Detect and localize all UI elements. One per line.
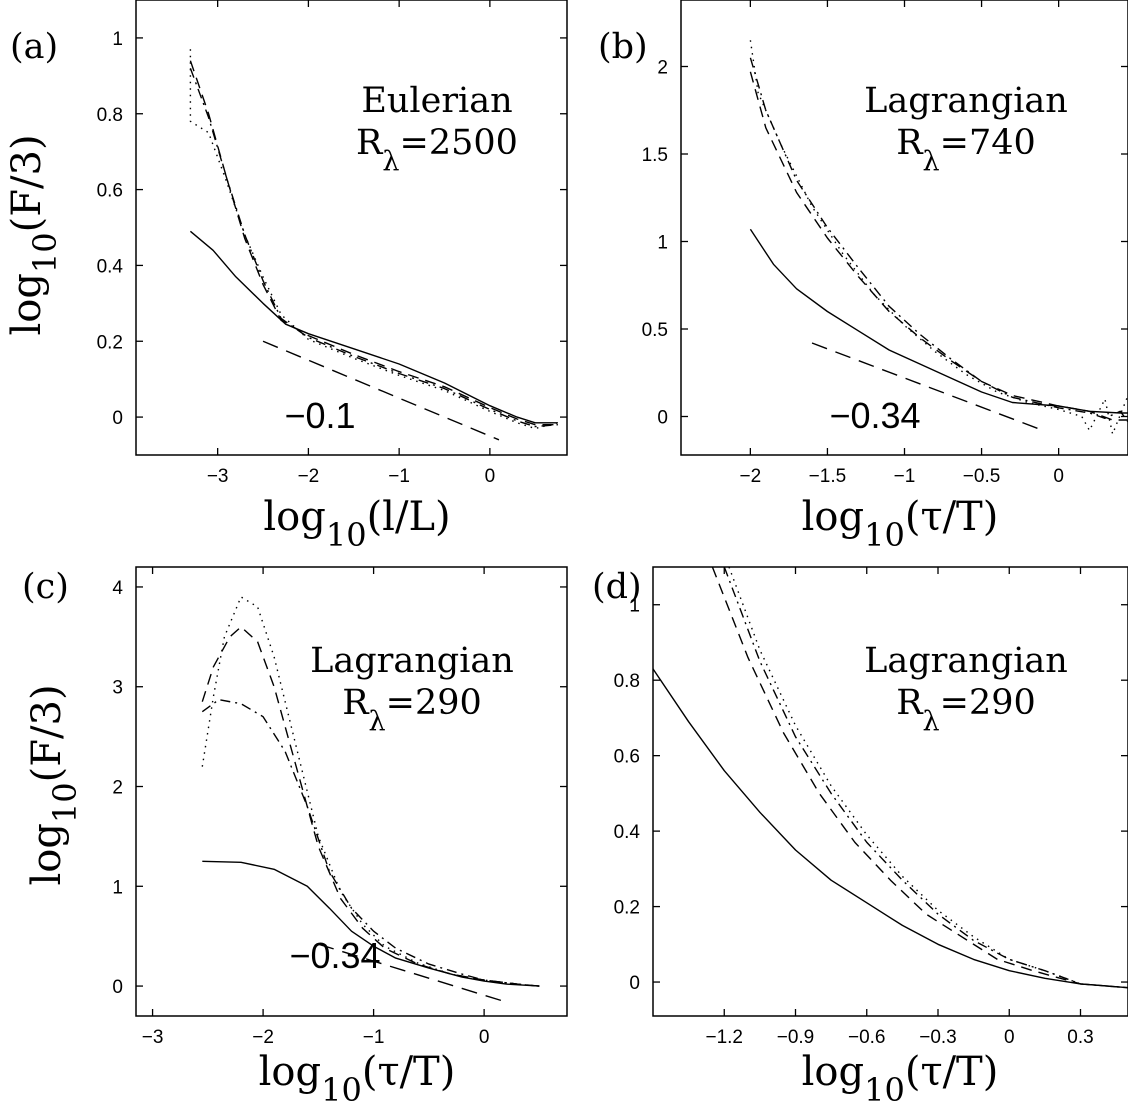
- x-tick-label: −0.5: [963, 466, 1001, 487]
- x-tick-label: 0.3: [1067, 1027, 1093, 1048]
- panel-label: (a): [10, 27, 58, 67]
- x-tick-label: −1: [363, 1027, 385, 1048]
- annotation-reynolds: Rλ=2500: [356, 123, 518, 177]
- annotation-reynolds: Rλ=290: [342, 683, 482, 737]
- axes-box: [681, 0, 1128, 455]
- panel-label: (d): [592, 567, 642, 607]
- series-dashdot: [724, 567, 1128, 988]
- x-axis-label: log10(τ/T): [802, 494, 999, 554]
- y-tick-label: 0.8: [97, 105, 123, 126]
- y-tick-label: 0.2: [97, 332, 123, 353]
- x-tick-label: −0.9: [777, 1027, 815, 1048]
- series-dashed: [712, 567, 1128, 988]
- panel-label: (c): [22, 567, 69, 607]
- series-solid: [750, 229, 1128, 413]
- y-tick-label: 0: [629, 973, 640, 994]
- panel-label: (b): [598, 27, 648, 67]
- axes-box: [136, 0, 567, 455]
- x-tick-label: −2: [252, 1027, 274, 1048]
- x-axis-label: log10(τ/T): [802, 1049, 999, 1109]
- panel-d: −1.2 −0.9 −0.6 −0.3 0 0.300.20.40.60.81(d)Lag…: [592, 567, 1128, 1109]
- x-tick-label: −3: [207, 466, 229, 487]
- y-tick-label: 2: [657, 58, 668, 79]
- x-axis-label: log10(τ/T): [259, 1049, 456, 1109]
- annotation-flow-type: Lagrangian: [864, 641, 1068, 681]
- y-tick-label: 0.4: [614, 822, 641, 843]
- y-tick-label: 3: [112, 678, 123, 699]
- x-tick-label: 0: [1053, 466, 1064, 487]
- y-tick-label: 0.2: [614, 898, 640, 919]
- x-tick-label: 0: [1004, 1027, 1015, 1048]
- x-tick-label: −1: [894, 466, 916, 487]
- series-dotted: [729, 567, 1128, 988]
- axes-box: [653, 567, 1128, 1016]
- annotation-flow-type: Lagrangian: [864, 81, 1068, 121]
- slope-label: −0.34: [829, 395, 920, 436]
- series-solid: [190, 231, 558, 422]
- y-tick-label: 2: [112, 778, 123, 799]
- x-tick-label: −2: [740, 466, 762, 487]
- annotation-flow-type: Eulerian: [361, 81, 512, 121]
- y-tick-label: 1: [112, 29, 123, 50]
- x-tick-label: −1.5: [809, 466, 847, 487]
- y-axis-label: log10(F/3): [4, 134, 64, 335]
- y-tick-label: 0.8: [614, 671, 640, 692]
- x-tick-label: −1.2: [705, 1027, 743, 1048]
- y-tick-label: 1.5: [642, 145, 668, 166]
- series-solid: [653, 669, 1128, 988]
- annotation-flow-type: Lagrangian: [310, 641, 514, 681]
- x-tick-label: −2: [298, 466, 320, 487]
- panel-b: −2 −1.5 −1 −0.5 0 0 0.5 1 1.5 2 (b) LagrangianRλ=74…: [598, 0, 1128, 554]
- x-tick-label: 0: [485, 466, 496, 487]
- annotation-reynolds: Rλ=740: [896, 123, 1036, 177]
- y-axis-label: log10(F/3): [24, 684, 84, 885]
- x-tick-label: −3: [142, 1027, 164, 1048]
- annotation-reynolds: Rλ=290: [896, 683, 1036, 737]
- y-tick-label: 0.5: [642, 320, 668, 341]
- x-tick-label: −0.6: [848, 1027, 886, 1048]
- y-tick-label: 1: [657, 233, 668, 254]
- y-tick-label: 4: [112, 578, 123, 599]
- y-tick-label: 0.6: [97, 181, 123, 202]
- plot-area: [653, 567, 1128, 988]
- y-tick-label: 0.4: [97, 256, 124, 277]
- y-tick-label: 0: [657, 408, 668, 429]
- y-tick-label: 0: [112, 408, 123, 429]
- y-tick-label: 1: [112, 877, 123, 898]
- y-tick-label: 0.6: [614, 747, 640, 768]
- x-axis-label: log10(l/L): [263, 494, 450, 554]
- x-tick-label: 0: [479, 1027, 490, 1048]
- x-tick-label: −0.3: [919, 1027, 957, 1048]
- slope-label: −0.1: [284, 395, 355, 436]
- x-tick-label: −1: [388, 466, 410, 487]
- slope-label: −0.34: [289, 935, 380, 976]
- y-tick-label: 0: [112, 977, 123, 998]
